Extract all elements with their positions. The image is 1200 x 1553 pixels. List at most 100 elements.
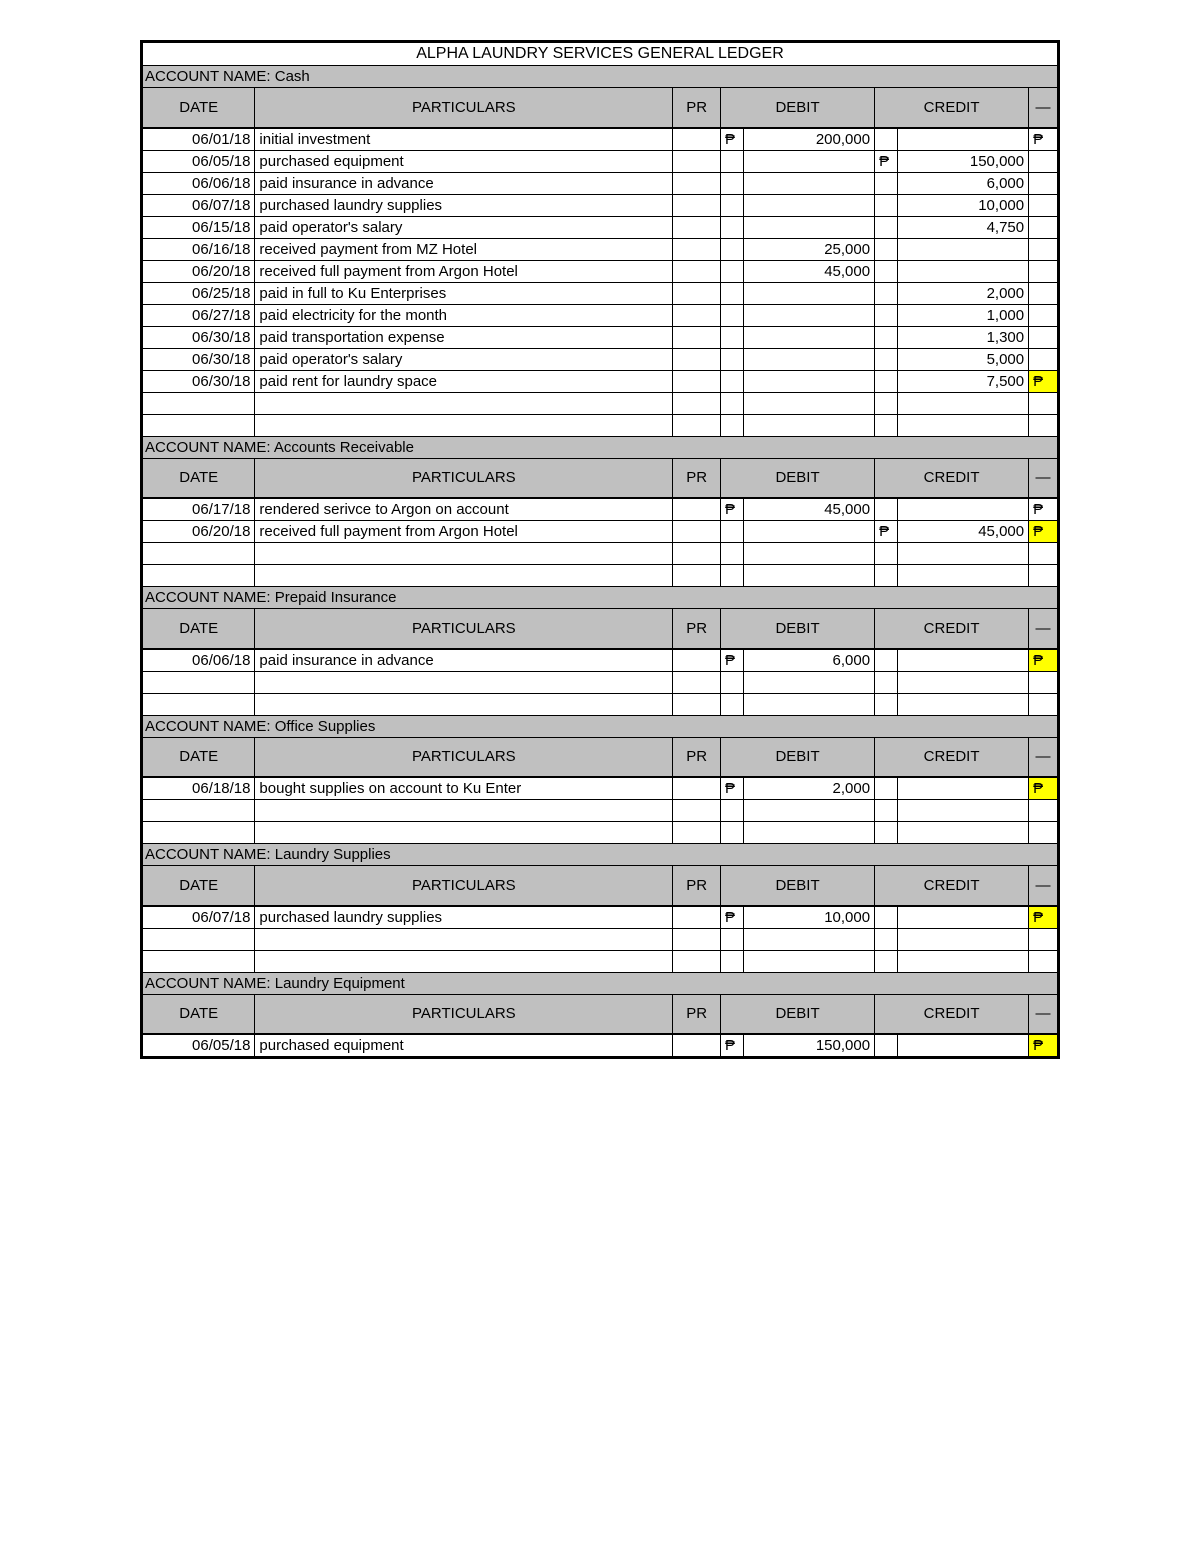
cell-blank <box>142 928 255 950</box>
cell-blank <box>142 565 255 587</box>
cell-tail <box>1029 260 1059 282</box>
cell-tail <box>1029 304 1059 326</box>
cell-date: 06/30/18 <box>142 326 255 348</box>
cell-pr <box>673 238 721 260</box>
cell-pr <box>673 282 721 304</box>
cell-blank <box>255 950 673 972</box>
cell-blank <box>743 800 874 822</box>
cell-debit-sym <box>721 326 744 348</box>
cell-debit <box>743 150 874 172</box>
cell-blank <box>673 693 721 715</box>
col-credit: CREDIT <box>875 458 1029 498</box>
cell-blank <box>1029 392 1059 414</box>
account-name: ACCOUNT NAME: Accounts Receivable <box>142 436 1059 458</box>
cell-blank <box>743 693 874 715</box>
col-particulars: PARTICULARS <box>255 88 673 128</box>
cell-debit-sym <box>721 370 744 392</box>
cell-particulars: paid in full to Ku Enterprises <box>255 282 673 304</box>
cell-credit-sym <box>875 370 898 392</box>
cell-debit: 45,000 <box>743 260 874 282</box>
cell-blank <box>142 671 255 693</box>
cell-credit <box>897 777 1028 800</box>
cell-debit-sym <box>721 282 744 304</box>
cell-date: 06/05/18 <box>142 150 255 172</box>
cell-particulars: initial investment <box>255 128 673 151</box>
cell-pr <box>673 150 721 172</box>
cell-credit-sym <box>875 172 898 194</box>
col-date: DATE <box>142 458 255 498</box>
cell-pr <box>673 260 721 282</box>
cell-blank <box>673 822 721 844</box>
cell-blank <box>721 822 744 844</box>
cell-debit-sym <box>721 521 744 543</box>
col-tail: — <box>1029 866 1059 906</box>
cell-blank <box>743 565 874 587</box>
cell-blank <box>897 414 1028 436</box>
cell-tail: ₱ <box>1029 128 1059 151</box>
cell-blank <box>142 950 255 972</box>
cell-debit-sym <box>721 238 744 260</box>
cell-credit <box>897 1034 1028 1058</box>
cell-blank <box>875 693 898 715</box>
cell-blank <box>743 671 874 693</box>
cell-blank <box>1029 928 1059 950</box>
col-pr: PR <box>673 609 721 649</box>
cell-date: 06/20/18 <box>142 260 255 282</box>
cell-blank <box>897 822 1028 844</box>
cell-credit <box>897 128 1028 151</box>
cell-credit-sym <box>875 304 898 326</box>
cell-particulars: received full payment from Argon Hotel <box>255 521 673 543</box>
col-tail: — <box>1029 458 1059 498</box>
cell-debit: 150,000 <box>743 1034 874 1058</box>
col-pr: PR <box>673 458 721 498</box>
cell-debit: 25,000 <box>743 238 874 260</box>
cell-blank <box>897 693 1028 715</box>
col-debit: DEBIT <box>721 609 875 649</box>
cell-particulars: paid transportation expense <box>255 326 673 348</box>
cell-date: 06/18/18 <box>142 777 255 800</box>
cell-blank <box>875 800 898 822</box>
cell-particulars: purchased equipment <box>255 150 673 172</box>
cell-blank <box>897 565 1028 587</box>
cell-credit <box>897 906 1028 929</box>
cell-blank <box>255 414 673 436</box>
cell-credit: 5,000 <box>897 348 1028 370</box>
col-tail: — <box>1029 88 1059 128</box>
cell-debit-sym <box>721 150 744 172</box>
cell-date: 06/20/18 <box>142 521 255 543</box>
cell-blank <box>897 800 1028 822</box>
col-debit: DEBIT <box>721 88 875 128</box>
cell-blank <box>743 822 874 844</box>
cell-blank <box>721 414 744 436</box>
cell-blank <box>743 414 874 436</box>
cell-pr <box>673 1034 721 1058</box>
cell-credit-sym <box>875 238 898 260</box>
cell-debit <box>743 304 874 326</box>
cell-blank <box>875 392 898 414</box>
cell-blank <box>255 671 673 693</box>
cell-blank <box>897 928 1028 950</box>
cell-debit <box>743 194 874 216</box>
col-credit: CREDIT <box>875 609 1029 649</box>
ledger-title: ALPHA LAUNDRY SERVICES GENERAL LEDGER <box>142 42 1059 66</box>
cell-tail: ₱ <box>1029 1034 1059 1058</box>
cell-debit-sym <box>721 194 744 216</box>
cell-pr <box>673 326 721 348</box>
cell-date: 06/30/18 <box>142 348 255 370</box>
cell-debit-sym: ₱ <box>721 777 744 800</box>
cell-blank <box>721 671 744 693</box>
cell-particulars: purchased equipment <box>255 1034 673 1058</box>
cell-pr <box>673 521 721 543</box>
cell-debit <box>743 348 874 370</box>
cell-pr <box>673 216 721 238</box>
cell-credit-sym <box>875 194 898 216</box>
cell-blank <box>897 392 1028 414</box>
col-date: DATE <box>142 609 255 649</box>
cell-blank <box>1029 671 1059 693</box>
cell-blank <box>142 693 255 715</box>
cell-credit-sym <box>875 1034 898 1058</box>
cell-blank <box>875 928 898 950</box>
cell-date: 06/07/18 <box>142 194 255 216</box>
cell-blank <box>1029 950 1059 972</box>
cell-debit-sym <box>721 172 744 194</box>
